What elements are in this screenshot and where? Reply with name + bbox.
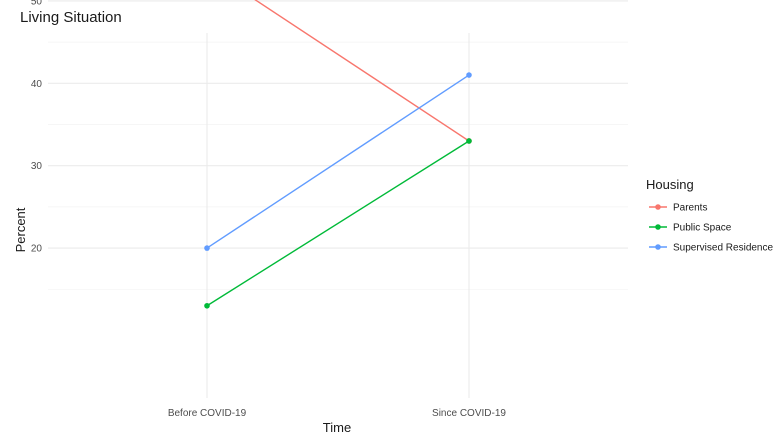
legend-key-point-supervised-residence bbox=[655, 244, 661, 250]
legend-key-point-public-space bbox=[655, 224, 661, 230]
legend-key-point-parents bbox=[655, 204, 661, 210]
series-line-public-space bbox=[206, 140, 470, 307]
data-point-supervised-residence bbox=[204, 245, 210, 251]
data-point-public-space bbox=[204, 302, 210, 309]
x-axis-ticks: Before COVID-19 Since COVID-19 bbox=[168, 408, 507, 419]
series-line-parents bbox=[254, 0, 470, 142]
gridlines bbox=[48, 0, 628, 398]
series-lines bbox=[204, 0, 472, 309]
data-point-supervised-residence bbox=[466, 72, 472, 78]
y-axis-title: Percent bbox=[13, 207, 28, 252]
chart-title: Living Situation bbox=[20, 9, 122, 26]
legend-label-public-space: Public Space bbox=[673, 223, 732, 234]
series-line-supervised-residence bbox=[206, 74, 470, 249]
y-tick-label: 20 bbox=[31, 244, 43, 255]
y-tick-label: 40 bbox=[31, 79, 43, 90]
legend-label-supervised-residence: Supervised Residence bbox=[673, 243, 773, 254]
x-tick-label: Since COVID-19 bbox=[432, 408, 506, 419]
x-axis-title: Time bbox=[323, 420, 351, 435]
y-axis-ticks: 20 30 40 50 bbox=[31, 0, 43, 255]
data-point-public-space bbox=[466, 138, 472, 144]
y-tick-label: 50 bbox=[31, 0, 43, 7]
legend: Housing Parents Public Space Supervised Re… bbox=[646, 177, 773, 254]
y-tick-label: 30 bbox=[31, 161, 43, 172]
x-tick-label: Before COVID-19 bbox=[168, 408, 247, 419]
legend-title: Housing bbox=[646, 177, 694, 192]
legend-label-parents: Parents bbox=[673, 203, 707, 214]
